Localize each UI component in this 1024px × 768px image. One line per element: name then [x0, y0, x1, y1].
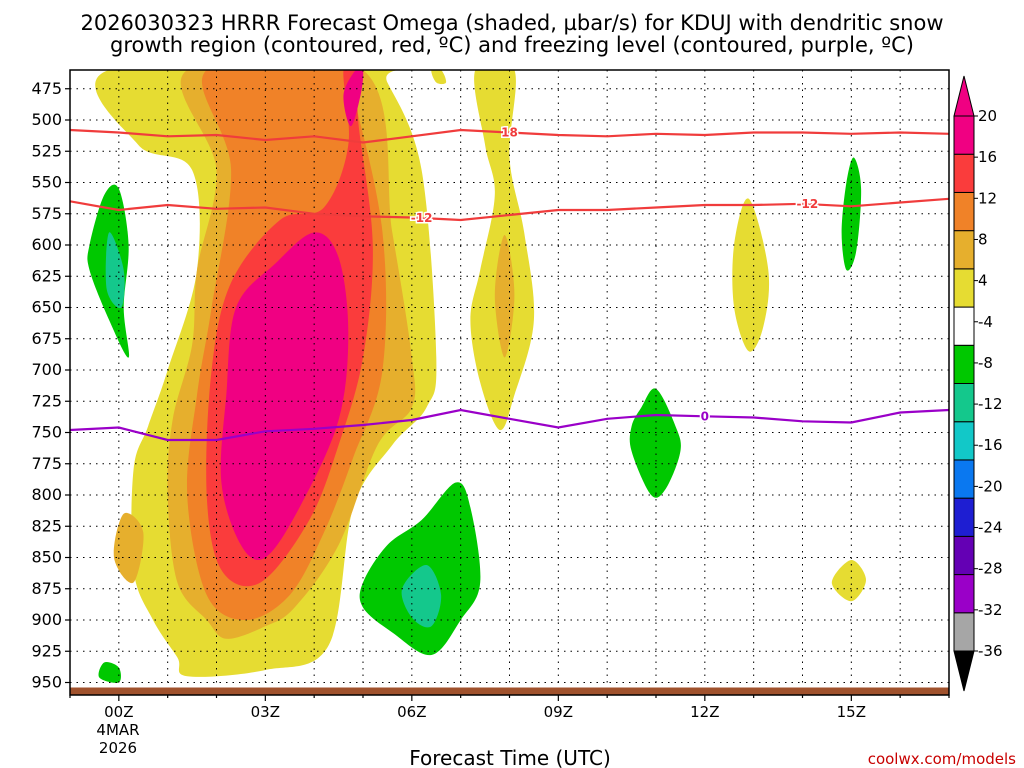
y-tick-label-625: 625: [31, 266, 62, 285]
x-tick-label-09Z: 09Z: [544, 703, 573, 721]
y-tick-label-525: 525: [31, 141, 62, 160]
contour-label-dgz-lower-1: -12: [797, 197, 819, 211]
chart-title-line-2: growth region (contoured, red, ºC) and f…: [110, 33, 914, 57]
y-tick-label-500: 500: [31, 110, 62, 129]
colorbar-label--28: -28: [978, 560, 1003, 578]
x-tick-label-00Z: 00Z: [104, 703, 133, 721]
colorbar-label-16: 16: [978, 148, 997, 166]
pressure-axis: 475 500 525 550 575 600 625 650 675 700 725 750 775 8…: [31, 79, 70, 692]
omega-region-18-value--4: [98, 662, 121, 683]
ground-layer: [70, 687, 949, 695]
contour-dgz-lower: [70, 197, 949, 222]
omega-region-11-value-20: [220, 232, 349, 560]
omega-region-4-value-4: [831, 559, 866, 602]
x-tick-label-06Z: 06Z: [397, 703, 426, 721]
y-tick-label-825: 825: [31, 516, 62, 535]
y-tick-label-725: 725: [31, 391, 62, 410]
colorbar-bin-5: [953, 421, 975, 461]
terrain-strip: [70, 687, 949, 695]
y-tick-label-800: 800: [31, 485, 62, 504]
colorbar-label-20: 20: [978, 107, 997, 125]
y-tick-label-925: 925: [31, 641, 62, 660]
omega-region-13-value--8: [105, 232, 125, 309]
omega-region-10-value-20: [343, 70, 364, 127]
colorbar-bin-9: [953, 268, 975, 308]
colorbar-under-arrow: [953, 650, 975, 692]
y-tick-label-600: 600: [31, 235, 62, 254]
grid-layer: [70, 70, 949, 695]
colorbar-bin-1: [953, 574, 975, 614]
omega-region-3-value-4: [732, 198, 770, 352]
colorbar-bin-10: [953, 230, 975, 270]
colorbar-bin-7: [953, 344, 975, 384]
colorbar-over-arrow: [953, 75, 975, 117]
y-tick-label-900: 900: [31, 610, 62, 629]
colorbar-label--16: -16: [978, 436, 1003, 454]
y-tick-label-750: 750: [31, 423, 62, 442]
date-label-day: 4MAR: [96, 721, 139, 739]
colorbar-label--24: -24: [978, 519, 1003, 537]
y-tick-label-950: 950: [31, 673, 62, 692]
omega-region-7-value-8: [113, 512, 144, 584]
chart-title-line-1: 2026030323 HRRR Forecast Omega (shaded, …: [80, 11, 943, 35]
colorbar-label--12: -12: [978, 395, 1003, 413]
x-axis-label: Forecast Time (UTC): [409, 746, 611, 768]
colorbar-label-12: 12: [978, 189, 997, 207]
y-tick-label-650: 650: [31, 298, 62, 317]
y-tick-label-475: 475: [31, 79, 62, 98]
colorbar-bin-13: [953, 115, 975, 155]
y-tick-label-675: 675: [31, 329, 62, 348]
y-tick-label-550: 550: [31, 173, 62, 192]
contour-dgz-upper: [70, 128, 949, 144]
contour-label-freezing-level-0: 0: [701, 409, 709, 423]
colorbar-label--20: -20: [978, 477, 1003, 495]
contour-label-dgz-upper-0: 18: [501, 126, 518, 140]
y-tick-label-850: 850: [31, 548, 62, 567]
contour-label-dgz-lower-0: -12: [411, 211, 433, 225]
y-tick-label-775: 775: [31, 454, 62, 473]
y-tick-label-575: 575: [31, 204, 62, 223]
colorbar-label--8: -8: [978, 354, 993, 372]
contour-freezing-level: [70, 408, 949, 442]
colorbar-label--4: -4: [978, 313, 993, 331]
y-tick-label-875: 875: [31, 579, 62, 598]
colorbar-bin-4: [953, 459, 975, 499]
omega-region-1-value-4: [431, 70, 447, 85]
colorbar-bin-6: [953, 383, 975, 423]
omega-region-15-value--8: [401, 564, 442, 628]
colorbar-label--32: -32: [978, 601, 1003, 619]
colorbar-label--36: -36: [978, 642, 1003, 660]
colorbar-label-4: 4: [978, 272, 988, 290]
colorbar-label-8: 8: [978, 230, 988, 248]
x-tick-label-15Z: 15Z: [837, 703, 866, 721]
colorbar-bin-2: [953, 535, 975, 576]
x-tick-label-12Z: 12Z: [690, 703, 719, 721]
colorbar-bin-8: [953, 306, 975, 346]
colorbar-bin-3: [953, 497, 975, 537]
watermark: coolwx.com/models: [868, 750, 1016, 768]
colorbar-bin-0: [953, 612, 975, 652]
time-axis: 00Z 03Z 06Z 09Z 12Z 15Z: [69, 695, 950, 721]
colorbar-bin-12: [953, 153, 975, 193]
x-tick-label-03Z: 03Z: [251, 703, 280, 721]
date-label-year: 2026: [99, 739, 137, 757]
colorbar: 20 16 12 8 4 -4 -8 -12 -16 -20 -24 -28 -32 -36: [953, 75, 1003, 692]
y-tick-label-700: 700: [31, 360, 62, 379]
colorbar-bin-11: [953, 191, 975, 232]
contour-layer: 18 -12 -12 0: [70, 124, 949, 442]
